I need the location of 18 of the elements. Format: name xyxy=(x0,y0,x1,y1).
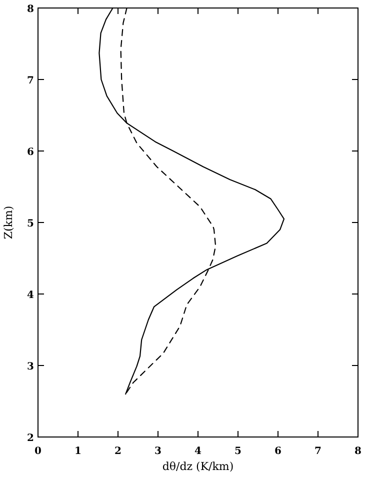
y-tick-label: 6 xyxy=(27,147,34,158)
x-tick-label: 3 xyxy=(154,446,162,457)
x-tick-label: 6 xyxy=(274,446,282,457)
y-axis-title: Z(km) xyxy=(2,206,15,240)
x-tick-label: 0 xyxy=(34,446,42,457)
y-tick-label: 7 xyxy=(27,76,34,86)
x-axis-title: dθ/dz (K/km) xyxy=(162,460,234,473)
x-tick-label: 7 xyxy=(314,446,322,457)
y-tick-label: 4 xyxy=(27,290,34,301)
x-tick-label: 1 xyxy=(74,446,82,457)
y-tick-label: 5 xyxy=(27,218,34,230)
x-tick-label: 2 xyxy=(114,446,122,457)
y-tick-label: 3 xyxy=(27,362,34,372)
x-tick-label: 4 xyxy=(194,446,202,457)
y-tick-label: 2 xyxy=(27,433,34,444)
x-tick-label: 8 xyxy=(354,446,362,457)
y-tick-label: 8 xyxy=(27,4,34,15)
x-tick-label: 5 xyxy=(234,446,242,457)
